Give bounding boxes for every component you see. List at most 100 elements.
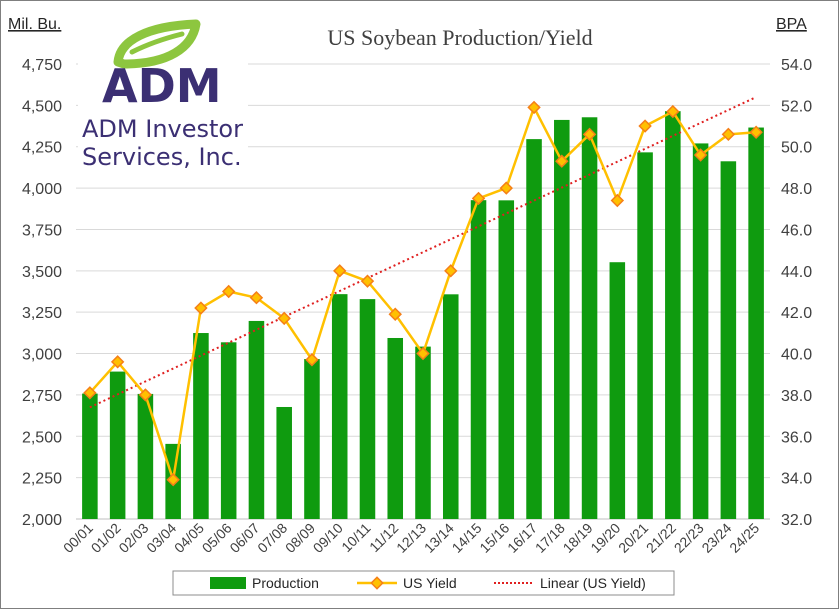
- production-bar: [526, 139, 542, 519]
- x-tick-label: 04/05: [171, 520, 207, 556]
- right-tick-label: 44.0: [781, 264, 812, 281]
- yield-marker: [638, 119, 652, 133]
- right-tick-label: 54.0: [781, 57, 812, 74]
- x-tick-label: 06/07: [226, 520, 262, 556]
- production-bar: [248, 320, 265, 519]
- right-tick-label: 34.0: [781, 471, 812, 488]
- yield-marker: [582, 127, 597, 142]
- x-tick-label: 21/22: [643, 520, 679, 556]
- left-axis-ticks: 2,000 2,250 2,500 2,750 3,000 3,250 3,500 3,750…: [22, 57, 62, 529]
- right-tick-label: 48.0: [781, 181, 812, 198]
- yield-marker: [721, 127, 736, 142]
- left-tick-label: 4,500: [22, 98, 62, 115]
- left-tick-label: 3,000: [22, 347, 62, 364]
- legend-production-label: Production: [252, 575, 319, 591]
- chart-title: US Soybean Production/Yield: [327, 25, 592, 50]
- yield-marker: [693, 148, 708, 162]
- right-tick-label: 52.0: [781, 98, 812, 115]
- legend: Production US Yield Linear (US Yield): [172, 570, 675, 596]
- production-bar: [304, 359, 320, 519]
- x-tick-label: 15/16: [476, 520, 512, 556]
- production-bar: [331, 294, 348, 519]
- yield-marker: [249, 290, 264, 305]
- left-tick-label: 2,250: [22, 471, 62, 488]
- x-tick-label: 11/12: [366, 520, 402, 556]
- left-tick-label: 4,000: [22, 181, 62, 198]
- left-tick-label: 2,500: [22, 429, 62, 446]
- production-bar: [387, 337, 404, 519]
- yield-marker: [360, 274, 375, 288]
- right-axis-unit: BPA: [776, 16, 807, 33]
- yield-marker: [749, 125, 763, 139]
- x-tick-label: 08/09: [282, 520, 318, 556]
- legend-production-swatch: [210, 577, 246, 589]
- left-tick-label: 4,750: [22, 57, 62, 74]
- x-tick-label: 12/13: [393, 520, 429, 556]
- yield-marker: [527, 100, 541, 115]
- production-bar: [193, 333, 209, 519]
- production-bar: [554, 119, 570, 519]
- yield-marker: [333, 264, 347, 278]
- left-tick-label: 2,000: [22, 512, 62, 529]
- right-tick-label: 38.0: [781, 388, 812, 405]
- x-tick-label: 16/17: [504, 520, 540, 556]
- production-bar: [109, 371, 126, 519]
- production-bar: [692, 143, 709, 519]
- yield-marker: [666, 104, 680, 119]
- right-axis-ticks: 32.0 34.0 36.0 38.0 40.0 42.0 44.0 46.0 48.0 50.0…: [781, 57, 812, 529]
- x-tick-label: 22/23: [671, 520, 707, 556]
- yield-line: [83, 100, 763, 487]
- yield-marker: [499, 181, 513, 195]
- left-axis-unit: Mil. Bu.: [8, 16, 61, 33]
- right-tick-label: 50.0: [781, 140, 812, 157]
- yield-marker: [110, 355, 125, 369]
- right-tick-label: 46.0: [781, 222, 812, 239]
- legend-box: [172, 570, 675, 596]
- left-tick-label: 4,250: [22, 140, 62, 157]
- production-bar: [609, 262, 626, 519]
- production-bar: [665, 111, 681, 520]
- production-bar: [359, 299, 376, 519]
- x-tick-label: 24/25: [726, 520, 762, 556]
- legend-yield-label: US Yield: [403, 575, 457, 591]
- right-tick-label: 36.0: [781, 429, 812, 446]
- yield-marker: [83, 386, 97, 400]
- x-tick-label: 09/10: [310, 520, 346, 556]
- left-tick-label: 3,500: [22, 264, 62, 281]
- yield-marker: [277, 311, 291, 326]
- production-bar: [581, 117, 598, 519]
- left-tick-label: 3,250: [22, 305, 62, 322]
- yield-marker: [555, 154, 569, 168]
- production-bar: [220, 342, 237, 519]
- x-tick-label: 20/21: [615, 520, 651, 556]
- production-bar: [137, 393, 154, 519]
- yield-marker: [166, 472, 180, 487]
- production-bar: [748, 127, 764, 519]
- x-tick-label: 19/20: [587, 520, 623, 556]
- production-bar: [276, 406, 292, 519]
- production-bar: [637, 152, 653, 519]
- x-axis-ticks: 00/0101/0202/0303/0404/0505/0606/0707/08…: [60, 520, 762, 556]
- yield-marker: [388, 307, 402, 321]
- x-tick-label: 02/03: [115, 520, 151, 556]
- right-tick-label: 42.0: [781, 305, 812, 322]
- yield-marker: [610, 193, 625, 208]
- yield-marker: [416, 346, 430, 361]
- x-tick-label: 05/06: [199, 520, 235, 556]
- logo-company-line1: ADM Investor: [82, 115, 243, 143]
- yield-marker: [444, 264, 458, 278]
- production-bar: [498, 200, 515, 520]
- x-tick-label: 00/01: [60, 520, 96, 556]
- yield-marker: [138, 388, 153, 402]
- production-bar: [720, 161, 737, 519]
- x-tick-label: 03/04: [143, 520, 179, 556]
- x-tick-label: 10/11: [338, 520, 374, 556]
- x-tick-label: 01/02: [88, 520, 124, 556]
- registered-mark: ®: [203, 71, 212, 81]
- yield-marker: [221, 284, 236, 299]
- x-tick-label: 14/15: [449, 520, 485, 556]
- x-tick-label: 18/19: [560, 520, 596, 556]
- yield-marker: [471, 191, 486, 206]
- x-tick-label: 13/14: [421, 520, 457, 556]
